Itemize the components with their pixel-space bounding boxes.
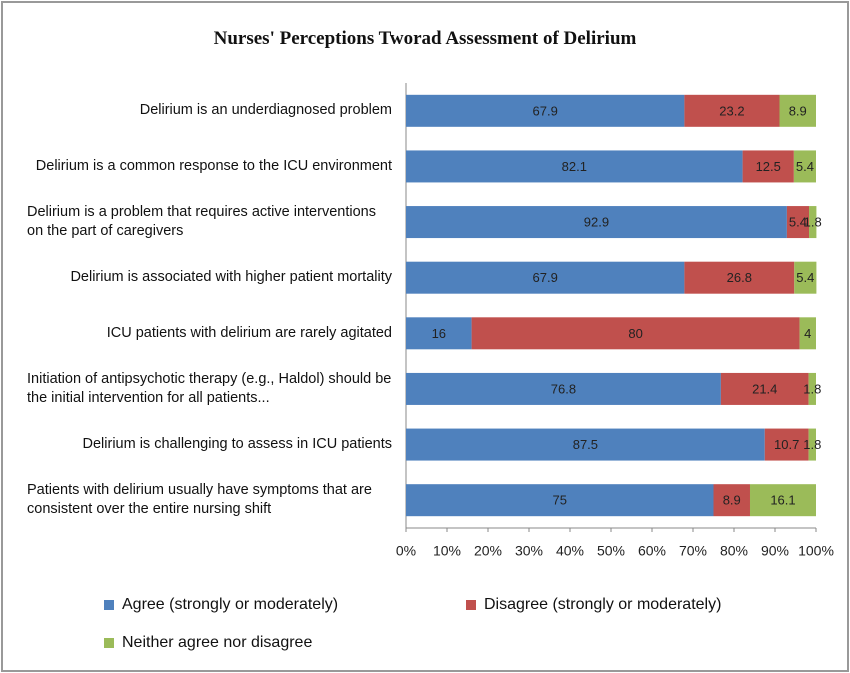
data-label: 5.4	[796, 159, 814, 174]
category-label: Delirium is a problem that requires acti…	[22, 194, 392, 250]
data-label: 80	[628, 326, 642, 341]
bar-segment	[406, 206, 787, 239]
bar-segment	[764, 428, 809, 461]
bar-segment	[799, 317, 816, 350]
data-label: 75	[553, 493, 567, 508]
chart-title: Nurses' Perceptions Tworad Assessment of…	[213, 28, 637, 49]
legend-label: Disagree (strongly or moderately)	[484, 596, 722, 613]
category-text: Delirium is an underdiagnosed problem	[139, 102, 392, 119]
bar-segment	[406, 150, 743, 183]
bar-segment	[786, 206, 810, 239]
x-tick-label: 60%	[638, 543, 666, 559]
data-label: 23.2	[719, 103, 744, 118]
x-tick-label: 80%	[720, 543, 748, 559]
bar-segment	[406, 372, 721, 405]
data-label: 67.9	[533, 270, 558, 285]
category-label: Delirium is an underdiagnosed problem	[22, 83, 392, 139]
bar-segment	[808, 428, 816, 461]
bar-segment	[794, 261, 817, 294]
category-text: Delirium is associated with higher patie…	[70, 269, 392, 286]
bar-segment	[793, 150, 816, 183]
bar-segment	[684, 261, 795, 294]
x-tick-label: 100%	[798, 543, 834, 559]
data-label: 5.4	[796, 270, 814, 285]
category-text: Delirium is a common response to the ICU…	[35, 157, 392, 174]
bar-segment	[406, 261, 685, 294]
x-tick-label: 20%	[474, 543, 502, 559]
x-tick-label: 40%	[556, 543, 584, 559]
data-label: 82.1	[562, 159, 587, 174]
category-text: Patients with delirium usually have symp…	[27, 482, 372, 518]
category-label: Delirium is challenging to assess in ICU…	[22, 417, 392, 473]
bar-segment	[406, 428, 765, 461]
bar-segment	[471, 317, 800, 350]
bar-segment	[720, 372, 809, 405]
data-label: 8.9	[789, 103, 807, 118]
data-label: 67.9	[533, 103, 558, 118]
bar-segment	[808, 372, 816, 405]
legend-item: Neither agree nor disagree	[104, 633, 312, 653]
data-label: 1.8	[803, 437, 821, 452]
x-tick-label: 50%	[597, 543, 625, 559]
bar-segment	[809, 206, 817, 239]
category-text: Delirium is a problem that requires acti…	[27, 204, 376, 240]
data-label: 1.8	[804, 215, 822, 230]
legend-swatch	[104, 600, 114, 610]
category-text: ICU patients with delirium are rarely ag…	[106, 324, 392, 341]
x-tick-label: 30%	[515, 543, 543, 559]
data-label: 10.7	[774, 437, 799, 452]
data-label: 8.9	[723, 493, 741, 508]
category-label: Initiation of antipsychotic therapy (e.g…	[22, 361, 392, 417]
data-label: 21.4	[752, 381, 777, 396]
data-label: 16	[432, 326, 446, 341]
data-label: 16.1	[770, 493, 795, 508]
bar-segment	[406, 317, 472, 350]
x-tick-label: 10%	[433, 543, 461, 559]
x-tick-label: 0%	[396, 543, 416, 559]
bar-segment	[713, 484, 750, 517]
data-label: 1.8	[803, 381, 821, 396]
bar-segment	[779, 94, 816, 127]
bar-segment	[406, 484, 714, 517]
bar-segment	[749, 484, 816, 517]
category-text: Delirium is challenging to assess in ICU…	[82, 436, 392, 453]
category-label: Patients with delirium usually have symp…	[22, 472, 392, 528]
legend-label: Agree (strongly or moderately)	[122, 596, 339, 613]
legend-swatch	[466, 600, 476, 610]
bar-segment	[406, 94, 685, 127]
data-label: 87.5	[573, 437, 598, 452]
data-label: 92.9	[584, 215, 609, 230]
category-label: Delirium is a common response to the ICU…	[22, 139, 392, 195]
legend-item: Disagree (strongly or moderately)	[466, 595, 721, 615]
x-tick-label: 70%	[679, 543, 707, 559]
data-label: 5.4	[789, 215, 807, 230]
category-text: Initiation of antipsychotic therapy (e.g…	[27, 370, 392, 406]
data-label: 76.8	[551, 381, 576, 396]
category-label: Delirium is associated with higher patie…	[22, 250, 392, 306]
legend-label: Neither agree nor disagree	[122, 634, 313, 651]
legend-item: Agree (strongly or moderately)	[104, 595, 338, 615]
data-label: 12.5	[756, 159, 781, 174]
category-label: ICU patients with delirium are rarely ag…	[22, 306, 392, 362]
bar-segment	[684, 94, 780, 127]
data-label: 26.8	[727, 270, 752, 285]
legend-swatch	[104, 638, 114, 648]
bar-segment	[742, 150, 794, 183]
x-tick-label: 90%	[761, 543, 789, 559]
data-label: 4	[804, 326, 811, 341]
